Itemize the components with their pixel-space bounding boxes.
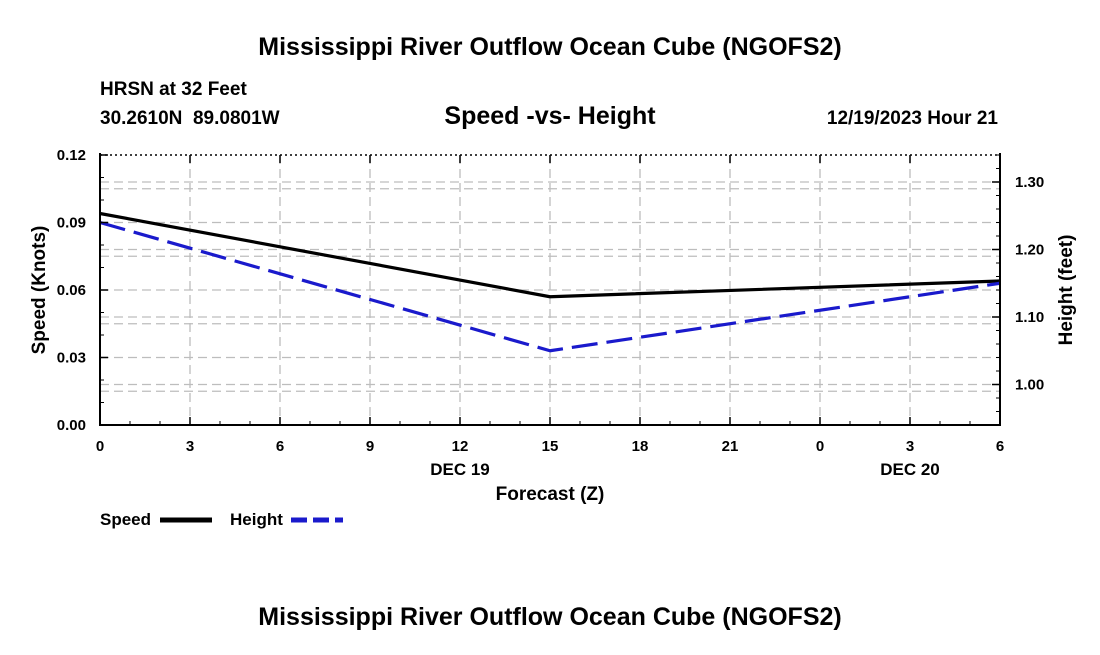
x-tick-label: 0: [96, 438, 104, 455]
grid-lines: [100, 155, 1000, 425]
y-left-tick-label: 0.06: [57, 282, 86, 299]
y-left-tick-label: 0.00: [57, 417, 86, 434]
x-date-label: DEC 20: [880, 460, 940, 479]
x-tick-label: 0: [816, 438, 824, 455]
legend: Speed Height: [100, 510, 343, 529]
x-tick-label: 3: [906, 438, 914, 455]
forecast-datetime: 12/19/2023 Hour 21: [827, 108, 999, 129]
series-lines: [99, 211, 1001, 353]
x-date-label: DEC 19: [430, 460, 490, 479]
x-tick-label: 3: [186, 438, 194, 455]
x-tick-label: 9: [366, 438, 374, 455]
axes: 0 3 6 9 12 15 18 21 0 3 6 DEC 19 DEC 20 0.00 0.03 0.06 0…: [57, 147, 1044, 479]
y-left-tick-label: 0.03: [57, 350, 86, 367]
y-right-tick-label: 1.30: [1015, 174, 1044, 191]
legend-label-speed: Speed: [100, 510, 151, 529]
chart-subtitle: Speed -vs- Height: [444, 102, 656, 130]
footer-title: Mississippi River Outflow Ocean Cube (NG…: [258, 603, 841, 631]
station-coordinates: 30.2610N 89.0801W: [100, 108, 280, 129]
y-right-axis-title: Height (feet): [1056, 235, 1077, 346]
y-right-tick-label: 1.00: [1015, 377, 1044, 394]
x-tick-label: 6: [996, 438, 1004, 455]
x-tick-label: 21: [722, 438, 739, 455]
series-line-speed: [99, 211, 1001, 299]
station-label: HRSN at 32 Feet: [100, 79, 247, 100]
x-tick-label: 6: [276, 438, 284, 455]
series-line-height: [99, 220, 1001, 353]
y-right-tick-label: 1.10: [1015, 309, 1044, 326]
y-right-tick-label: 1.20: [1015, 242, 1044, 259]
x-tick-label: 18: [632, 438, 649, 455]
legend-label-height: Height: [230, 510, 283, 529]
x-axis-title: Forecast (Z): [496, 484, 605, 505]
y-left-tick-label: 0.12: [57, 147, 86, 164]
y-left-axis-title: Speed (Knots): [29, 226, 50, 355]
chart-main-title: Mississippi River Outflow Ocean Cube (NG…: [258, 33, 841, 61]
y-left-tick-label: 0.09: [57, 215, 86, 232]
x-tick-label: 12: [452, 438, 469, 455]
x-tick-label: 15: [542, 438, 559, 455]
